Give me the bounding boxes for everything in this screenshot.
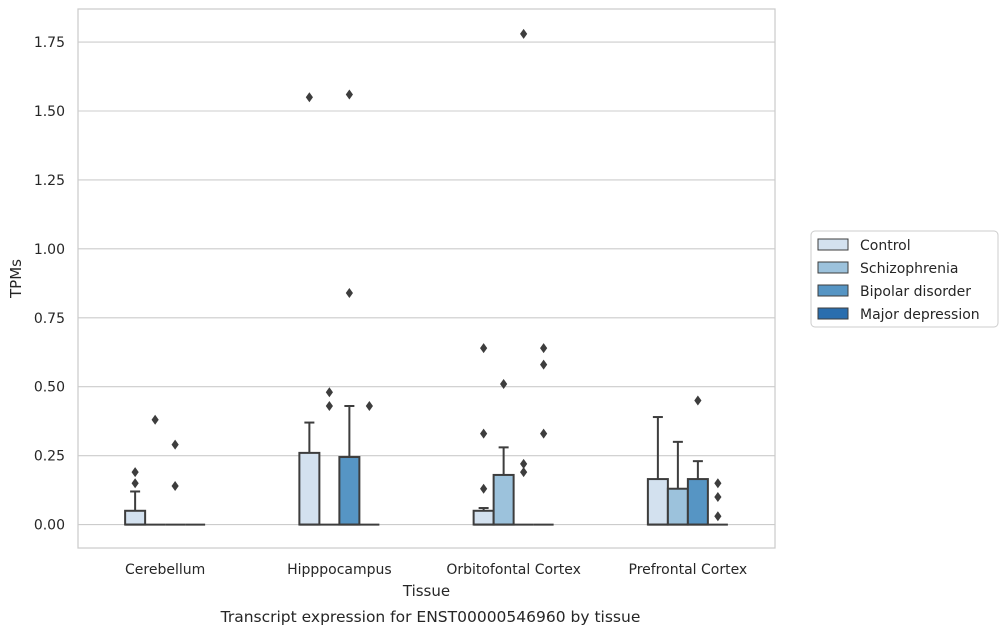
y-tick-label: 1.75: [34, 35, 65, 51]
box-body: [298, 451, 321, 526]
outlier-point: [500, 378, 508, 389]
outlier-point: [540, 359, 548, 370]
box-body: [124, 509, 147, 526]
legend: Control Schizophrenia Bipolar disorder Majo…: [810, 230, 999, 328]
box-schizophrenia: [145, 414, 166, 526]
box-body: [646, 478, 669, 526]
boxes: [124, 28, 728, 526]
legend-label: Major depression: [860, 307, 980, 323]
legend-swatch: [817, 284, 849, 297]
legend-label: Bipolar disorder: [860, 284, 971, 300]
box-body: [338, 456, 361, 526]
outlier-point: [305, 92, 313, 103]
outlier-point: [520, 28, 528, 39]
outlier-point: [131, 478, 139, 489]
box-control: [472, 343, 495, 526]
outlier-point: [345, 89, 353, 100]
legend-swatch: [817, 238, 849, 251]
outlier-point: [345, 287, 353, 298]
x-axis-ticks: Cerebellum Hipppocampus Orbitofontal Corte…: [125, 562, 747, 578]
y-tick-label: 0.50: [34, 380, 65, 396]
box-body: [472, 509, 495, 526]
x-tick-label: Cerebellum: [125, 562, 205, 578]
outlier-point: [480, 428, 488, 439]
legend-swatch: [817, 261, 849, 274]
outlier-point: [325, 387, 333, 398]
y-tick-label: 0.75: [34, 311, 65, 327]
legend-frame: [810, 230, 999, 328]
outlier-point: [714, 491, 722, 502]
box-body: [666, 487, 689, 526]
y-tick-label: 1.00: [34, 242, 65, 258]
box-bipolar-disorder: [513, 28, 534, 526]
outlier-point: [325, 401, 333, 412]
box-bipolar-disorder: [686, 395, 709, 526]
x-axis-label: Tissue: [402, 582, 450, 600]
box-schizophrenia: [666, 440, 689, 526]
y-tick-label: 1.25: [34, 173, 65, 189]
x-tick-label: Hipppocampus: [287, 562, 392, 578]
gridlines: [78, 41, 775, 526]
outlier-point: [480, 483, 488, 494]
outlier-point: [520, 467, 528, 478]
box-control: [298, 92, 321, 526]
outlier-point: [694, 395, 702, 406]
legend-swatch: [817, 307, 849, 320]
y-tick-label: 0.00: [34, 518, 65, 534]
box-major-depression: [359, 401, 380, 526]
y-tick-label: 1.50: [34, 104, 65, 120]
outlier-point: [540, 343, 548, 354]
box-schizophrenia: [319, 387, 340, 526]
outlier-point: [131, 467, 139, 478]
box-control: [124, 467, 147, 526]
y-axis-label: TPMs: [7, 259, 25, 299]
outlier-point: [520, 458, 528, 469]
y-tick-label: 0.25: [34, 449, 65, 465]
y-axis-ticks: 0.00 0.25 0.50 0.75 1.00 1.25 1.50 1.75: [34, 35, 65, 533]
box-body: [686, 478, 709, 526]
outlier-point: [714, 478, 722, 489]
outlier-point: [540, 428, 548, 439]
box-schizophrenia: [492, 378, 515, 526]
box-body: [492, 473, 515, 526]
box-control: [646, 416, 669, 526]
outlier-point: [480, 343, 488, 354]
outlier-point: [171, 480, 179, 491]
x-tick-label: Prefrontal Cortex: [629, 562, 748, 578]
outlier-point: [714, 511, 722, 522]
legend-label: Schizophrenia: [860, 261, 958, 277]
plot-frame: [77, 8, 776, 549]
outlier-point: [171, 439, 179, 450]
box-bipolar-disorder: [165, 439, 186, 526]
outlier-point: [365, 401, 373, 412]
box-bipolar-disorder: [338, 89, 361, 526]
box-major-depression: [707, 478, 728, 526]
chart-caption: Transcript expression for ENST0000054696…: [220, 608, 641, 626]
outlier-point: [151, 414, 159, 425]
box-major-depression: [533, 343, 554, 526]
legend-label: Control: [860, 238, 911, 254]
x-tick-label: Orbitofontal Cortex: [446, 562, 581, 578]
